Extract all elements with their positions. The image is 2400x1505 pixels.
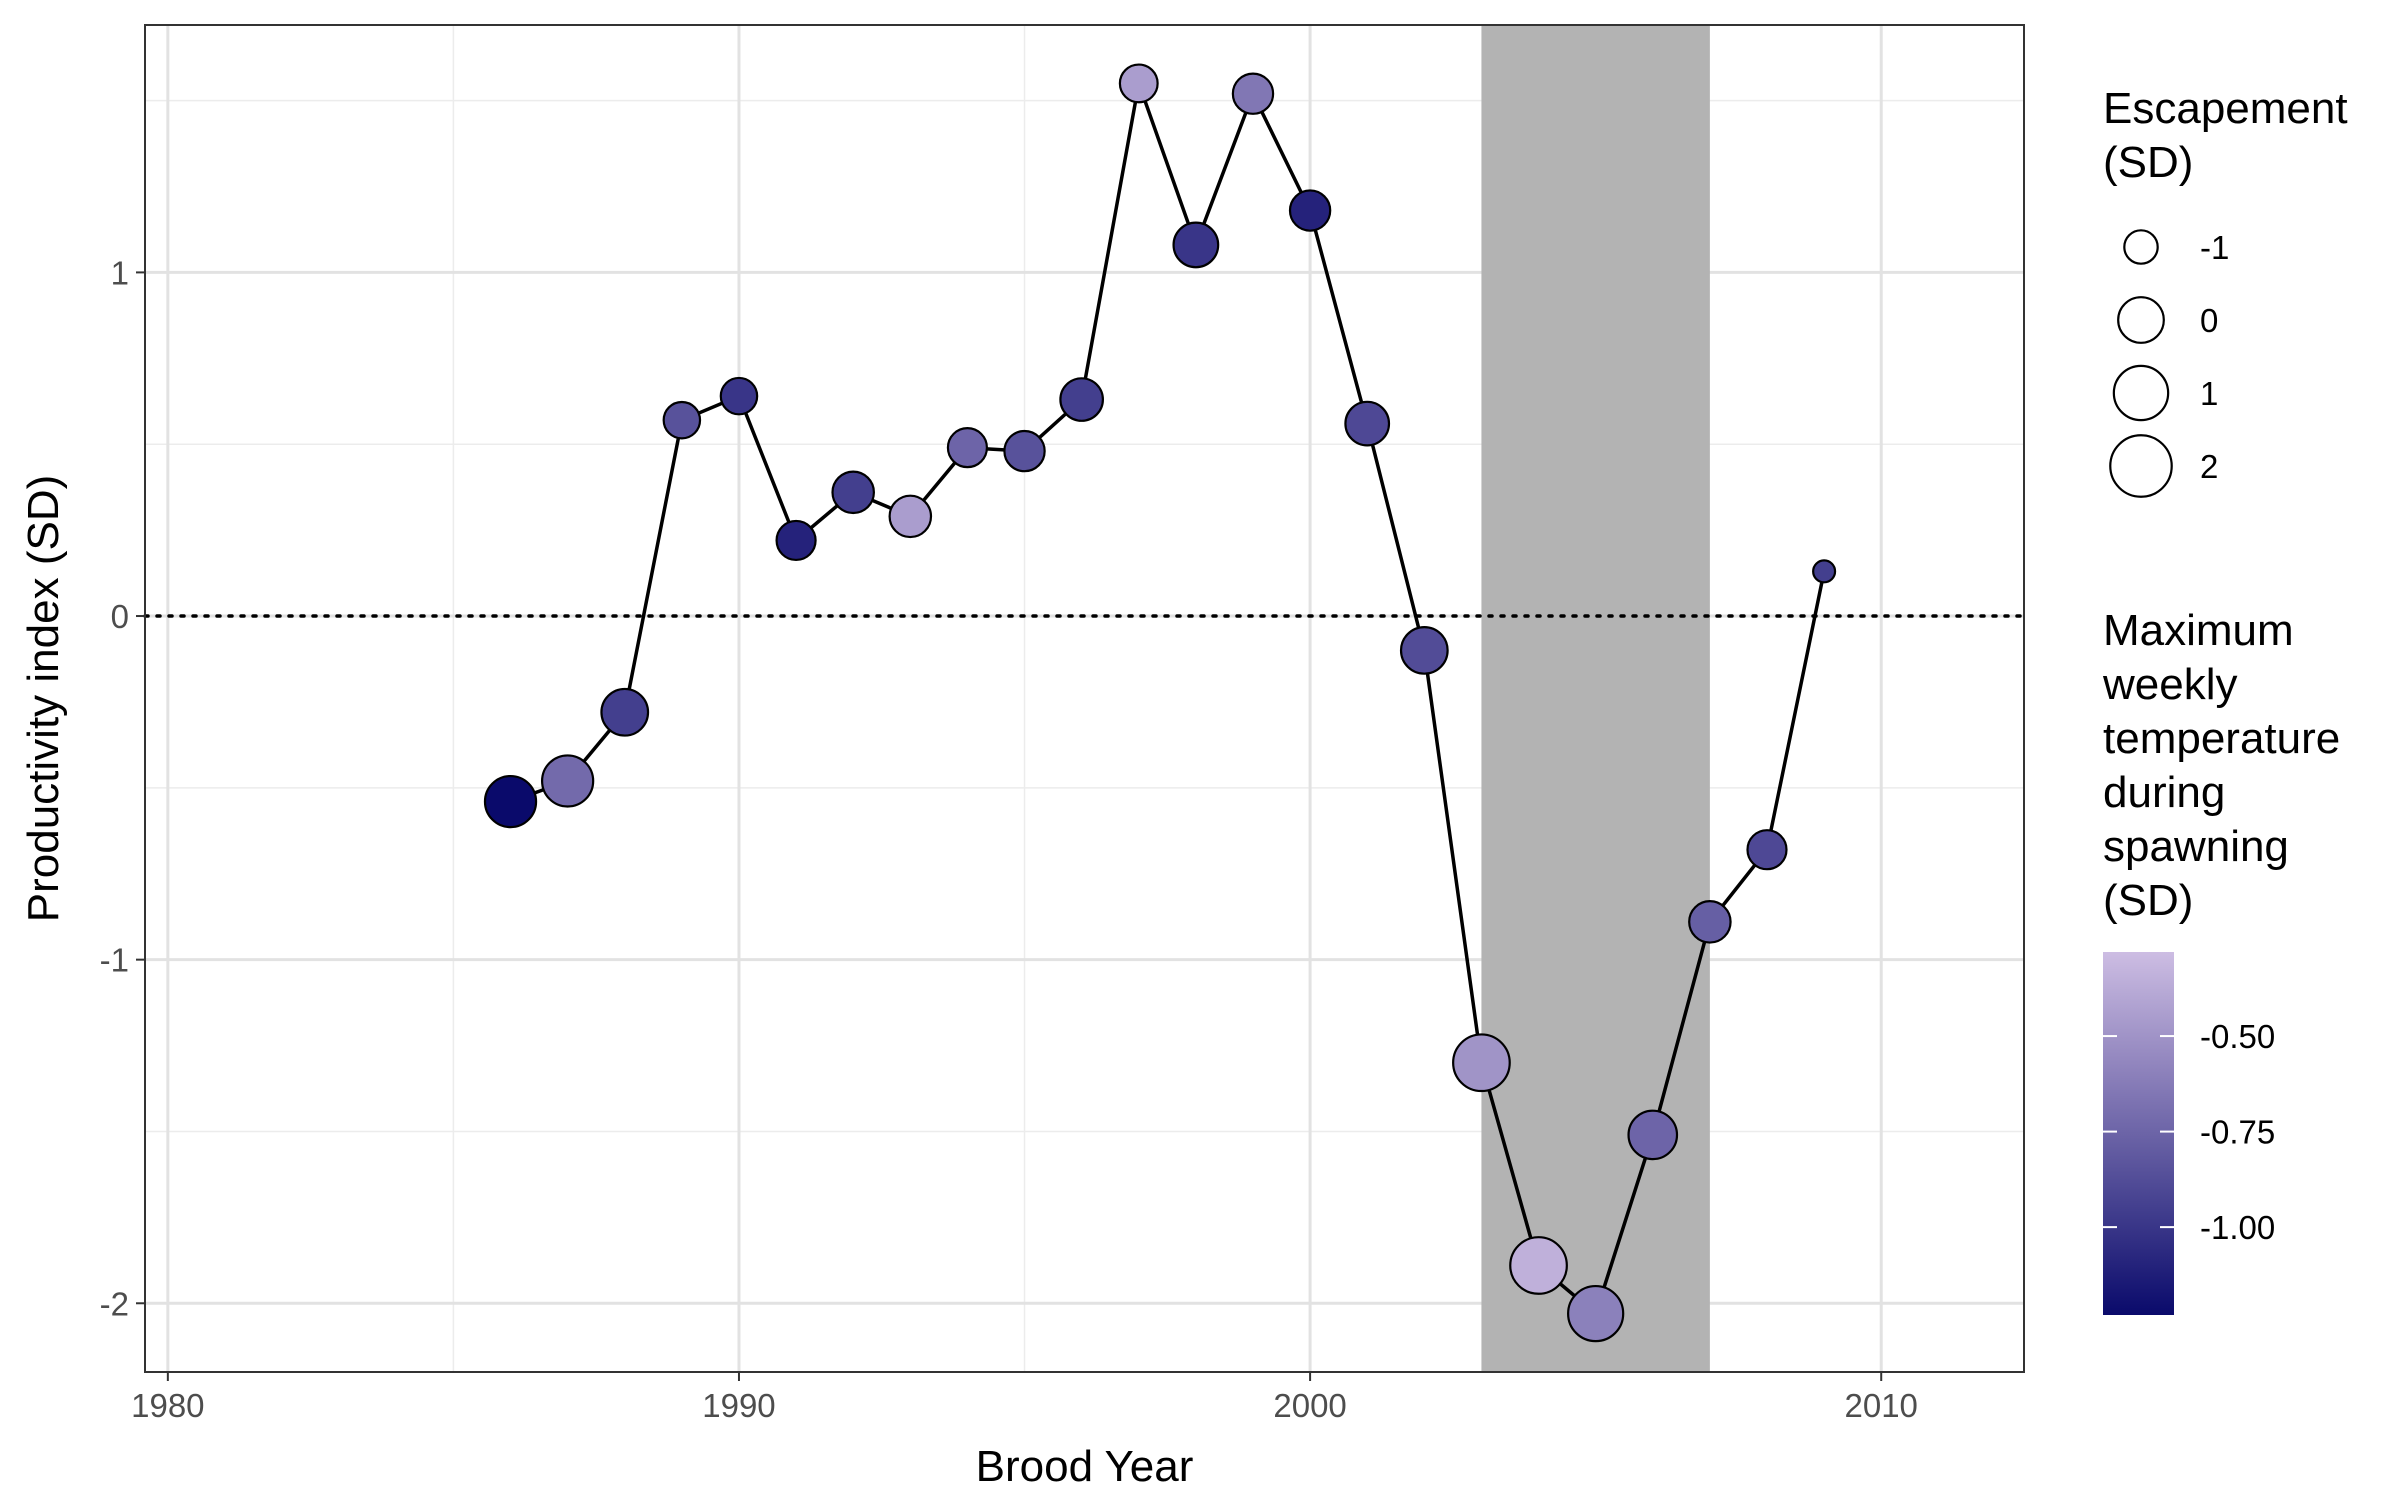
data-point bbox=[1288, 189, 1332, 232]
data-point bbox=[1172, 221, 1220, 269]
data-point bbox=[888, 494, 933, 539]
x-tick-label: 2000 bbox=[1273, 1387, 1346, 1424]
data-point bbox=[1746, 829, 1788, 871]
plot-panel bbox=[145, 25, 2024, 1372]
data-point bbox=[1399, 625, 1449, 675]
size-legend-key bbox=[2117, 296, 2165, 344]
color-legend-title: (SD) bbox=[2103, 876, 2193, 925]
color-legend-bar bbox=[2103, 952, 2174, 1315]
data-point bbox=[1003, 429, 1046, 473]
data-point bbox=[1452, 1033, 1511, 1093]
x-axis-title: Brood Year bbox=[976, 1442, 1194, 1491]
data-point bbox=[1567, 1284, 1625, 1343]
data-point bbox=[719, 376, 759, 416]
x-tick-label: 1980 bbox=[131, 1387, 204, 1424]
y-axis-title: Productivity index (SD) bbox=[19, 475, 68, 922]
size-legend-key bbox=[2109, 434, 2173, 498]
size-legend-label: 0 bbox=[2200, 302, 2218, 339]
data-point bbox=[775, 519, 817, 562]
data-point bbox=[600, 687, 650, 737]
data-point bbox=[946, 427, 989, 469]
y-tick-label: 0 bbox=[111, 598, 129, 635]
size-legend-key bbox=[2112, 364, 2170, 422]
data-point bbox=[540, 754, 595, 808]
y-tick-label: -1 bbox=[100, 942, 129, 979]
size-legend-label: 1 bbox=[2200, 375, 2218, 412]
y-tick-label: 1 bbox=[111, 254, 129, 291]
color-legend-title: during bbox=[2103, 768, 2225, 817]
color-legend-title: spawning bbox=[2103, 822, 2289, 871]
data-point bbox=[1509, 1236, 1568, 1295]
data-point bbox=[1059, 377, 1104, 422]
data-point bbox=[1118, 63, 1159, 104]
size-legend-title: (SD) bbox=[2103, 138, 2193, 187]
size-legend-label: 2 bbox=[2200, 448, 2218, 485]
data-point bbox=[1812, 559, 1837, 584]
color-legend-title: Maximum bbox=[2103, 606, 2294, 655]
data-point bbox=[483, 774, 538, 829]
y-tick-label: -2 bbox=[100, 1285, 129, 1322]
data-point bbox=[1627, 1109, 1679, 1161]
color-legend-label: -0.50 bbox=[2200, 1018, 2275, 1055]
size-legend-title: Escapement bbox=[2103, 84, 2348, 133]
data-point bbox=[1231, 72, 1275, 115]
color-legend-title: weekly bbox=[2102, 660, 2238, 709]
shaded-region bbox=[1481, 25, 1710, 1372]
data-point bbox=[1344, 400, 1391, 447]
data-point bbox=[1688, 900, 1732, 944]
size-legend-key bbox=[2123, 229, 2159, 265]
color-legend-label: -0.75 bbox=[2200, 1114, 2275, 1151]
size-legend-label: -1 bbox=[2200, 229, 2229, 266]
color-legend-title: temperature bbox=[2103, 714, 2340, 763]
plot-border bbox=[144, 24, 2025, 1373]
data-point bbox=[831, 470, 875, 515]
color-legend-label: -1.00 bbox=[2200, 1209, 2275, 1246]
x-tick-label: 2010 bbox=[1845, 1387, 1918, 1424]
data-point bbox=[662, 400, 702, 440]
x-tick-label: 1990 bbox=[702, 1387, 775, 1424]
